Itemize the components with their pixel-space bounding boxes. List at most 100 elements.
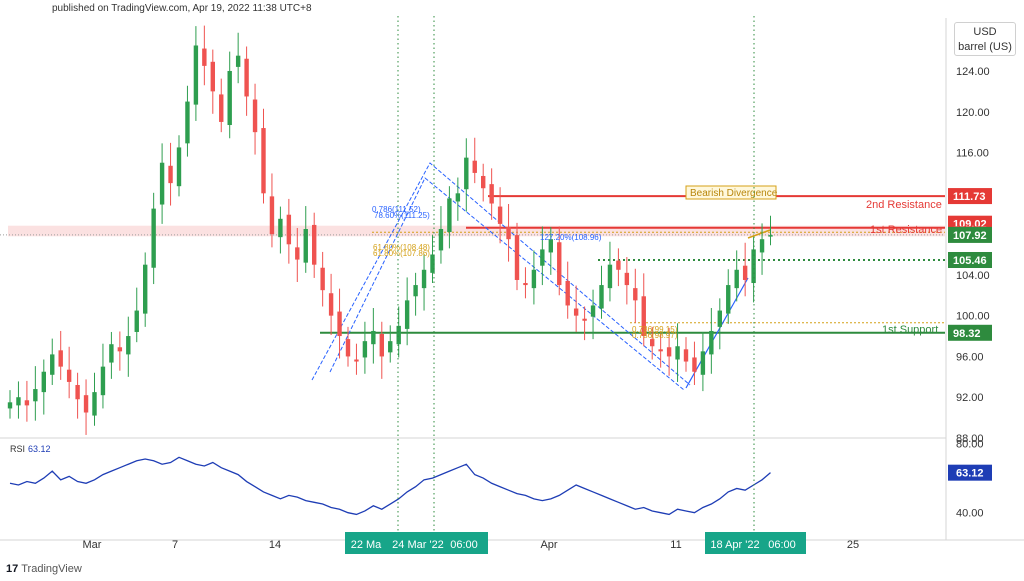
candle-body — [244, 58, 249, 97]
candle-body — [481, 175, 486, 189]
candle-body — [286, 214, 292, 245]
rsi-pane: RSI 63.12 — [9, 444, 771, 516]
rsi-tick-label: 40.00 — [956, 508, 984, 520]
candle-body — [210, 61, 215, 92]
candle-body — [633, 288, 638, 301]
candle-body — [83, 395, 89, 413]
candle-body — [16, 397, 21, 406]
candle-body — [66, 369, 72, 382]
price-label-text: 107.92 — [953, 230, 987, 242]
candle-body — [41, 371, 46, 393]
fib-label: 127.20%(108.96) — [540, 233, 602, 242]
time-tick-label: 22 Ma — [351, 539, 382, 551]
candle-body — [548, 239, 553, 253]
rsi-value-box — [948, 464, 992, 481]
time-tick-label: 06:00 — [450, 539, 478, 551]
candle-body — [33, 389, 38, 402]
candle-body — [421, 269, 427, 289]
candle-body — [50, 354, 55, 375]
candle-body — [345, 339, 351, 357]
candle-body — [497, 206, 503, 224]
rsi-value-label: 63.12 — [28, 444, 51, 454]
candle-body — [464, 157, 469, 190]
rsi-line — [9, 456, 771, 516]
price-tick-label: 120.00 — [956, 107, 990, 119]
candle-body — [700, 351, 706, 375]
candle-body — [514, 235, 520, 280]
fib-label: 0.786(111.52) — [372, 205, 421, 214]
candle-body — [176, 147, 182, 187]
candle-body — [269, 196, 275, 235]
price-label-text: 105.46 — [953, 255, 987, 267]
time-tick-label: 14 — [269, 539, 281, 551]
time-highlight-1 — [345, 532, 488, 554]
time-tick-label: 24 Mar '22 — [392, 539, 444, 551]
candle-body — [717, 310, 722, 327]
candle-body — [641, 296, 646, 337]
currency-label: USD — [973, 26, 997, 38]
currency-unit-selector[interactable]: USD barrel (US) — [954, 22, 1016, 56]
candle-body — [734, 269, 739, 289]
candle-body — [599, 285, 604, 309]
candle-body — [185, 101, 190, 144]
candle-body — [75, 384, 80, 400]
time-tick-label: 7 — [172, 539, 178, 551]
unit-label: barrel (US) — [958, 41, 1012, 53]
pattern-line-outer — [311, 162, 691, 386]
level-annotation: 2nd Resistance — [866, 199, 942, 211]
candle-body — [573, 308, 579, 316]
candle-body — [202, 48, 207, 66]
candle-body — [590, 305, 596, 317]
candle-body — [278, 218, 283, 238]
candle-body — [413, 285, 418, 297]
candle-body — [650, 339, 655, 347]
time-tick-label: 18 Apr '22 — [710, 539, 759, 551]
candle-body — [692, 357, 697, 372]
candle-body — [312, 224, 317, 265]
candle-body — [303, 229, 308, 263]
price-label-text: 111.73 — [953, 191, 985, 203]
candle-body — [379, 334, 384, 357]
price-tick-label: 116.00 — [956, 148, 989, 160]
tradingview-logo[interactable]: 17 TradingView — [6, 563, 82, 575]
candle-body — [328, 293, 334, 316]
candle-body — [117, 347, 123, 352]
time-tick-label: 06:00 — [768, 539, 796, 551]
pattern-line-inner — [329, 177, 685, 391]
candle-body — [235, 55, 241, 67]
candle-body — [109, 344, 114, 363]
publish-note: published on TradingView.com, Apr 19, 20… — [52, 3, 312, 14]
candle-body — [126, 336, 131, 355]
candle-body — [168, 165, 173, 184]
candle-body — [768, 235, 773, 237]
time-tick-label: 25 — [847, 539, 859, 551]
price-tick-label: 96.00 — [956, 351, 984, 363]
candle-body — [252, 99, 258, 133]
rsi-value-box-text: 63.12 — [956, 468, 984, 480]
candle-body — [675, 346, 680, 360]
candle-body — [709, 330, 714, 355]
price-tick-label: 100.00 — [956, 311, 990, 323]
candle-body — [506, 226, 511, 240]
divergence-badge — [685, 185, 777, 200]
level-annotation: 1st Support — [882, 324, 938, 336]
candle-body — [404, 300, 410, 329]
candle-body — [540, 249, 545, 266]
fib-label: 78.60%(111.25) — [374, 211, 430, 220]
candle-body — [447, 198, 452, 233]
candle-body — [193, 45, 199, 105]
candle-body — [58, 350, 63, 367]
candle-body — [438, 229, 444, 251]
candle-body — [726, 285, 731, 314]
time-tick-label: 11 — [670, 539, 681, 551]
price-tick-label: 88.00 — [956, 433, 984, 445]
time-highlight-2 — [705, 532, 806, 554]
candle-body — [607, 264, 613, 289]
candle-body — [531, 269, 537, 289]
candle-body — [143, 264, 148, 314]
candle-body — [320, 267, 325, 291]
candle-body — [354, 359, 359, 362]
candle-body — [371, 330, 376, 345]
candle-body — [388, 341, 393, 353]
